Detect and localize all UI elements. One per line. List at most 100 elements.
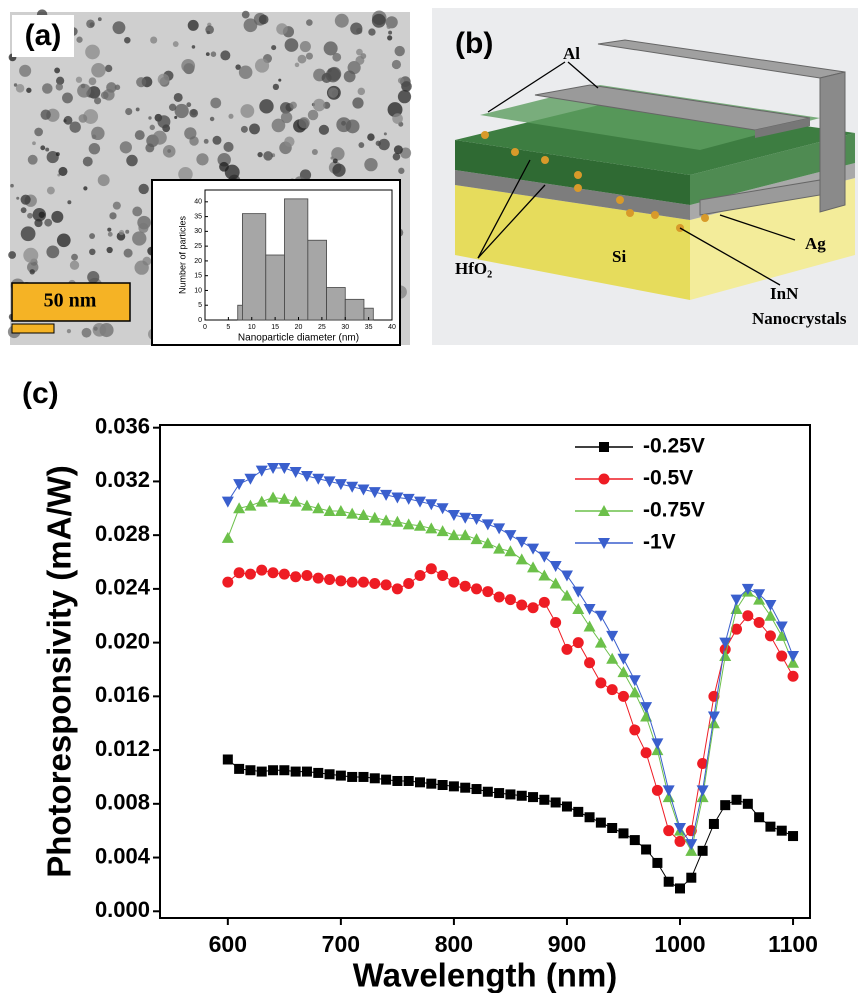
particle xyxy=(330,156,333,159)
particle xyxy=(46,245,59,258)
y-tick-label: 30 xyxy=(194,228,202,235)
particle xyxy=(83,186,87,190)
marker xyxy=(437,503,449,514)
marker xyxy=(606,631,618,642)
marker xyxy=(505,594,516,605)
y-tick-label: 35 xyxy=(194,213,202,220)
layer-label: Al xyxy=(563,44,580,63)
legend-label: -0.75V xyxy=(643,499,705,522)
marker xyxy=(482,519,494,530)
marker xyxy=(301,570,312,581)
particle xyxy=(285,38,299,52)
particle xyxy=(223,142,233,152)
marker xyxy=(731,595,743,606)
marker xyxy=(425,499,437,510)
particle xyxy=(173,41,179,47)
particle xyxy=(125,108,132,115)
bar xyxy=(238,305,243,320)
marker xyxy=(381,579,392,590)
particle xyxy=(290,102,297,109)
marker xyxy=(403,578,414,589)
marker xyxy=(584,620,596,631)
x-tick-label: 15 xyxy=(271,324,279,331)
marker xyxy=(618,828,628,838)
marker xyxy=(584,657,595,668)
particle xyxy=(56,152,60,156)
x-tick-label: 20 xyxy=(295,324,303,331)
x-tick-label: 0 xyxy=(203,324,207,331)
marker xyxy=(438,780,448,790)
particle xyxy=(47,187,55,195)
marker xyxy=(754,617,765,628)
particle xyxy=(358,88,365,95)
marker xyxy=(504,530,516,541)
marker xyxy=(471,533,483,544)
marker xyxy=(698,846,708,856)
particle xyxy=(299,117,310,128)
marker xyxy=(527,544,539,555)
marker xyxy=(607,823,617,833)
particle xyxy=(352,97,363,108)
marker xyxy=(482,586,493,597)
particle xyxy=(77,84,91,98)
dot xyxy=(481,131,489,139)
marker xyxy=(596,818,606,828)
y-tick-label: 25 xyxy=(194,243,202,250)
marker xyxy=(471,514,483,525)
particle xyxy=(8,251,16,259)
particle xyxy=(90,22,95,27)
particle xyxy=(119,230,124,235)
x-tick-label: 25 xyxy=(318,324,326,331)
particle xyxy=(134,260,148,274)
marker xyxy=(347,772,357,782)
series-line xyxy=(228,569,793,842)
particle xyxy=(27,213,33,219)
marker xyxy=(764,610,776,621)
particle xyxy=(89,143,100,154)
x-tick-label: 600 xyxy=(209,931,247,957)
x-tick-label: 40 xyxy=(388,324,396,331)
marker xyxy=(494,788,504,798)
marker xyxy=(516,537,528,548)
particle xyxy=(196,153,208,165)
particle xyxy=(70,261,79,270)
particle xyxy=(219,162,229,172)
particle xyxy=(308,110,318,120)
particle xyxy=(82,328,92,338)
particle xyxy=(91,127,104,140)
marker xyxy=(743,799,753,809)
line-chart: 600700800900100011000.0000.0040.0080.012… xyxy=(41,413,818,993)
particle xyxy=(355,56,364,65)
marker xyxy=(585,812,595,822)
x-tick-label: 1100 xyxy=(768,931,818,957)
y-tick-label: 0.012 xyxy=(95,736,150,761)
marker xyxy=(223,754,233,764)
particle xyxy=(94,97,101,104)
particle xyxy=(135,130,145,140)
particle xyxy=(271,45,276,50)
marker xyxy=(629,686,641,697)
bar xyxy=(242,214,265,320)
particle xyxy=(204,139,209,144)
particle xyxy=(139,184,149,194)
y-tick-label: 20 xyxy=(194,258,202,265)
particle xyxy=(157,115,170,128)
particle xyxy=(263,151,273,161)
x-tick-label: 800 xyxy=(435,931,473,957)
marker xyxy=(471,583,482,594)
particle xyxy=(212,136,221,145)
particle xyxy=(63,119,66,122)
marker xyxy=(234,764,244,774)
marker xyxy=(664,877,674,887)
particle xyxy=(175,104,189,118)
particle xyxy=(19,65,31,77)
particle xyxy=(184,127,196,139)
marker xyxy=(584,604,596,615)
marker xyxy=(313,573,324,584)
particle xyxy=(249,123,260,134)
particle xyxy=(153,131,167,145)
marker xyxy=(652,785,663,796)
marker xyxy=(538,569,550,580)
marker xyxy=(561,644,572,655)
particle xyxy=(257,152,262,157)
